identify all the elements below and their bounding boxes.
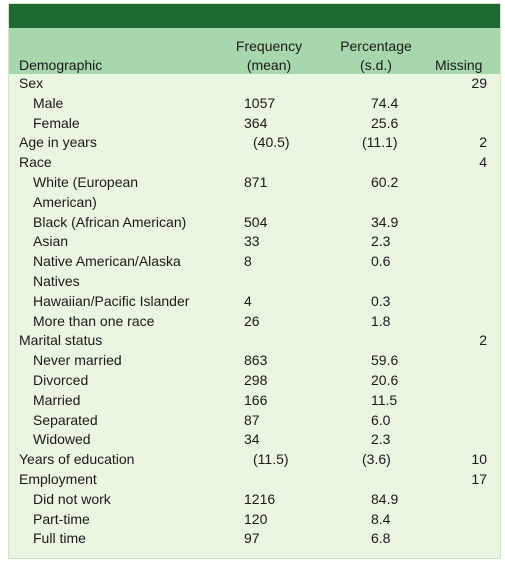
row-label: Asian bbox=[33, 233, 69, 250]
row-frequency: 1216 bbox=[244, 490, 276, 507]
table-row: Black (African American) 504 34.9 bbox=[9, 213, 500, 233]
row-percentage: 0.3 bbox=[371, 292, 391, 309]
demographics-table: Demographic Frequency (mean) Percentage … bbox=[8, 3, 501, 559]
row-frequency: 871 bbox=[244, 173, 268, 190]
table-row: Never married 863 59.6 bbox=[9, 351, 500, 371]
row-label: Divorced bbox=[33, 371, 89, 388]
table-row: Divorced 298 20.6 bbox=[9, 371, 500, 391]
table-row: Native American/Alaska Natives 8 0.6 bbox=[9, 252, 500, 292]
table-row: Employment 17 bbox=[9, 470, 500, 490]
row-frequency: 8 bbox=[244, 253, 252, 270]
row-percentage: 1.8 bbox=[371, 312, 391, 329]
table-row: Part-time 120 8.4 bbox=[9, 510, 500, 530]
row-percentage: 34.9 bbox=[371, 213, 399, 230]
header-demographic: Demographic bbox=[19, 57, 103, 73]
table-row: Hawaiian/Pacific Islander 4 0.3 bbox=[9, 292, 500, 312]
row-label: Widowed bbox=[33, 431, 91, 448]
table-body: Sex 29 Male 1057 74.4 Female 364 25.6 Age in yea… bbox=[9, 74, 500, 549]
row-frequency: 33 bbox=[244, 233, 260, 250]
row-label: Part-time bbox=[33, 510, 90, 527]
row-missing: 2 bbox=[479, 332, 487, 349]
row-label: Race bbox=[19, 154, 52, 171]
row-missing: 10 bbox=[471, 451, 487, 468]
table-row: Age in years (40.5) (11.1) 2 bbox=[9, 133, 500, 153]
row-percentage: 2.3 bbox=[371, 431, 391, 448]
header-percentage-line2: (s.d.) bbox=[360, 57, 392, 73]
row-percentage: 11.5 bbox=[371, 391, 398, 408]
row-label: Female bbox=[33, 114, 80, 131]
table-row: Marital status 2 bbox=[9, 331, 500, 351]
row-label: Black (African American) bbox=[33, 213, 187, 230]
row-percentage: 2.3 bbox=[371, 233, 391, 250]
row-frequency: 97 bbox=[244, 530, 260, 547]
row-frequency: 4 bbox=[244, 292, 252, 309]
table-row: Widowed 34 2.3 bbox=[9, 430, 500, 450]
row-frequency: 87 bbox=[244, 411, 260, 428]
row-percentage: 59.6 bbox=[371, 352, 399, 369]
row-label: Employment bbox=[19, 470, 97, 487]
table-row: Did not work 1216 84.9 bbox=[9, 490, 500, 510]
row-frequency: (11.5) bbox=[253, 451, 289, 468]
header-percentage: Percentage (s.d.) bbox=[336, 37, 416, 75]
row-missing: 17 bbox=[471, 470, 487, 487]
table-header: Demographic Frequency (mean) Percentage … bbox=[9, 28, 500, 74]
row-label: Years of education bbox=[19, 451, 135, 468]
row-label: Never married bbox=[33, 352, 122, 369]
table-row: White (European American) 871 60.2 bbox=[9, 173, 500, 213]
row-percentage: 8.4 bbox=[371, 510, 391, 527]
row-frequency: 26 bbox=[244, 312, 260, 329]
header-percentage-line1: Percentage bbox=[340, 38, 412, 54]
table-row: More than one race 26 1.8 bbox=[9, 312, 500, 332]
row-label: Native American/Alaska Natives bbox=[33, 253, 181, 289]
row-percentage: (11.1) bbox=[362, 134, 398, 151]
row-frequency: 364 bbox=[244, 114, 268, 131]
table-row: Asian 33 2.3 bbox=[9, 232, 500, 252]
row-label: Male bbox=[33, 94, 64, 111]
table-row: Years of education (11.5) (3.6) 10 bbox=[9, 450, 500, 470]
row-label: Married bbox=[33, 391, 81, 408]
row-percentage: 84.9 bbox=[371, 490, 399, 507]
row-percentage: (3.6) bbox=[362, 451, 391, 468]
row-frequency: 504 bbox=[244, 213, 268, 230]
row-missing: 29 bbox=[471, 75, 487, 91]
row-percentage: 6.8 bbox=[371, 530, 391, 547]
table-row: Separated 87 6.0 bbox=[9, 411, 500, 431]
row-label: More than one race bbox=[33, 312, 155, 329]
header-frequency-line1: Frequency bbox=[235, 38, 303, 54]
row-frequency: 166 bbox=[244, 391, 268, 408]
row-percentage: 0.6 bbox=[371, 253, 391, 270]
row-label: Age in years bbox=[19, 134, 97, 151]
row-percentage: 20.6 bbox=[371, 371, 399, 388]
row-percentage: 74.4 bbox=[371, 94, 399, 111]
row-label: Sex bbox=[19, 75, 44, 91]
row-label: White (European American) bbox=[33, 173, 139, 210]
row-frequency: 34 bbox=[244, 431, 260, 448]
row-frequency: 1057 bbox=[244, 94, 276, 111]
table-row: Full time 97 6.8 bbox=[9, 529, 500, 549]
table-row: Male 1057 74.4 bbox=[9, 94, 500, 114]
header-missing: Missing bbox=[435, 57, 483, 73]
row-frequency: 298 bbox=[244, 371, 268, 388]
row-label: Marital status bbox=[19, 332, 103, 349]
row-frequency: 120 bbox=[244, 510, 268, 527]
table-row: Sex 29 bbox=[9, 74, 500, 94]
row-label: Separated bbox=[33, 411, 98, 428]
row-percentage: 60.2 bbox=[371, 173, 399, 190]
row-percentage: 6.0 bbox=[371, 411, 391, 428]
header-frequency: Frequency (mean) bbox=[231, 37, 307, 75]
row-label: Hawaiian/Pacific Islander bbox=[33, 292, 190, 309]
table-row: Female 364 25.6 bbox=[9, 114, 500, 134]
table-row: Married 166 11.5 bbox=[9, 391, 500, 411]
row-frequency: 863 bbox=[244, 352, 268, 369]
header-frequency-line2: (mean) bbox=[246, 57, 292, 73]
row-label: Full time bbox=[33, 530, 86, 547]
row-missing: 2 bbox=[479, 134, 487, 151]
table-top-bar bbox=[9, 4, 500, 28]
table-row: Race 4 bbox=[9, 153, 500, 173]
row-frequency: (40.5) bbox=[253, 134, 290, 151]
row-label: Did not work bbox=[33, 490, 111, 507]
row-missing: 4 bbox=[479, 154, 487, 171]
row-percentage: 25.6 bbox=[371, 114, 399, 131]
